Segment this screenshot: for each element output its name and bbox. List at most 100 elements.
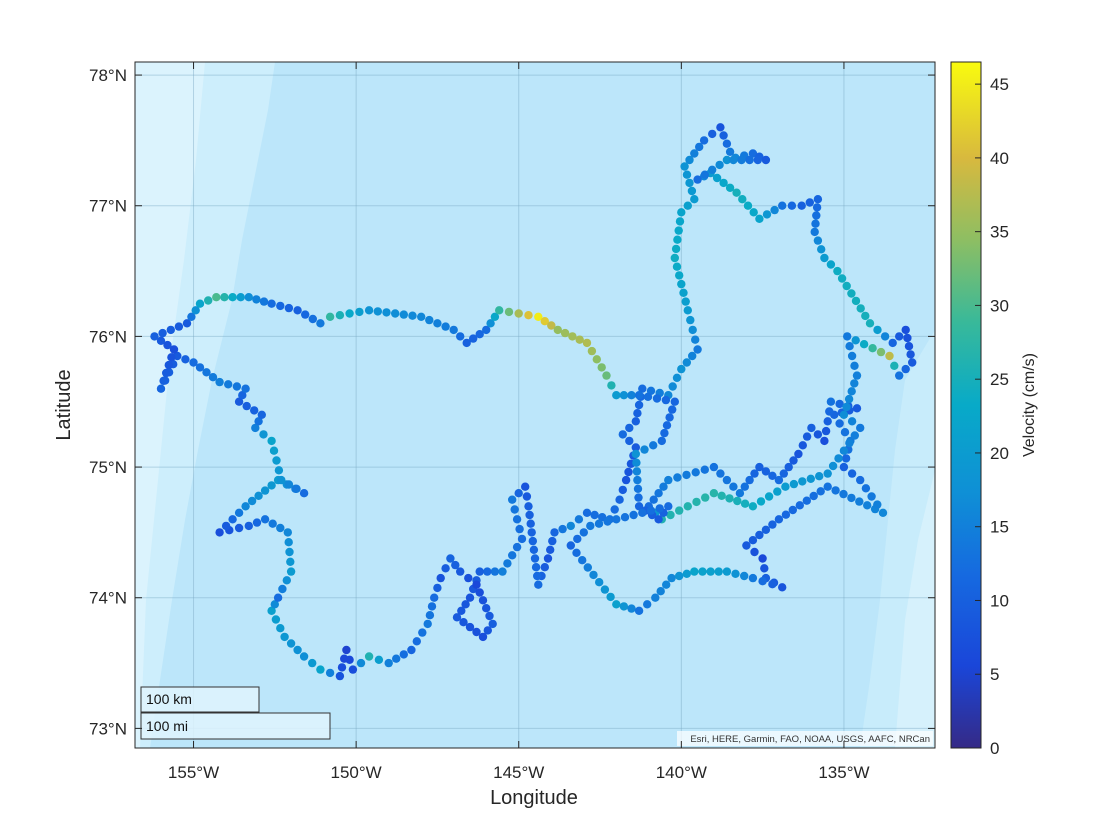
track-point [514,309,523,318]
track-point [738,195,747,204]
track-point [768,471,777,480]
track-point [856,304,865,313]
track-point [508,551,517,560]
track-point [812,211,821,220]
track-point [753,155,762,165]
track-point [828,461,838,471]
y-tick-label: 73°N [89,719,127,738]
track-point [208,373,218,382]
track-point [482,604,491,613]
track-point [524,311,533,320]
track-point [725,183,735,192]
track-point [699,136,709,145]
track-point [758,554,767,563]
track-point [682,358,691,367]
track-point [558,524,567,534]
track-point [670,253,679,263]
track-point [606,592,615,602]
track-point [700,170,710,179]
track-point [550,528,559,537]
track-point [826,397,836,406]
track-point [631,449,640,459]
track-point [462,338,471,348]
track-point [659,482,668,491]
track-point [850,361,859,370]
track-point [540,317,549,326]
track-point [852,371,862,380]
track-point [901,325,910,335]
track-point [904,342,914,351]
track-point [813,236,823,245]
track-point [624,467,633,477]
track-point [252,518,262,527]
track-point [674,226,683,235]
track-point [449,325,458,335]
track-point [512,542,522,552]
track-point [587,346,597,356]
track-point [677,208,686,217]
colorbar-tick-label: 25 [990,370,1009,389]
track-point [621,475,631,485]
track-point [729,482,738,491]
track-point [806,474,815,483]
track-point [722,567,732,576]
track-point [774,475,784,485]
track-point [809,491,818,501]
track-point [340,654,349,663]
track-point [335,311,345,320]
track-point [195,363,205,372]
track-point [418,628,427,637]
track-point [586,521,595,531]
track-point [851,296,861,306]
colorbar-ticks: 0 5 10 15 20 25 30 35 40 45 [975,75,1009,758]
track-point [789,479,799,489]
track-point [521,482,530,491]
track-point [234,508,244,517]
track-point [284,303,294,313]
track-point [817,245,826,254]
track-point [784,462,793,472]
track-point [908,358,917,367]
track-point [847,469,857,478]
track-point [821,426,831,436]
track-point [695,142,704,152]
track-point [274,466,284,475]
track-point [162,368,171,378]
track-point [251,423,260,433]
track-point [299,652,309,661]
track-point [638,508,647,517]
track-point [797,201,806,210]
track-point [163,340,172,350]
track-point [788,505,797,515]
track-point [475,330,484,339]
track-point [461,600,470,609]
track-point [748,536,758,545]
track-point [271,615,281,624]
buoy-track [150,123,917,681]
track-point [709,489,719,498]
track-point [840,428,850,437]
track-point [789,456,798,465]
track-point [850,379,859,388]
scale-bar-mi [140,712,331,740]
track-point [719,178,728,188]
track-point [716,123,725,132]
track-point [619,602,629,611]
track-point [267,481,276,490]
track-point [495,306,504,315]
track-point [391,309,400,318]
y-axis-label: Latitude [53,369,75,440]
attribution-background [677,731,933,746]
track-point [286,639,296,648]
x-tick-label: 155°W [168,763,219,782]
track-point [543,554,553,563]
track-point [574,515,584,524]
track-point [748,149,758,158]
track-point [634,391,644,400]
y-tick-label: 74°N [89,589,127,608]
track-point [293,306,302,315]
shelf-edge-east [895,470,935,748]
track-point [568,332,577,341]
track-point [348,665,358,674]
